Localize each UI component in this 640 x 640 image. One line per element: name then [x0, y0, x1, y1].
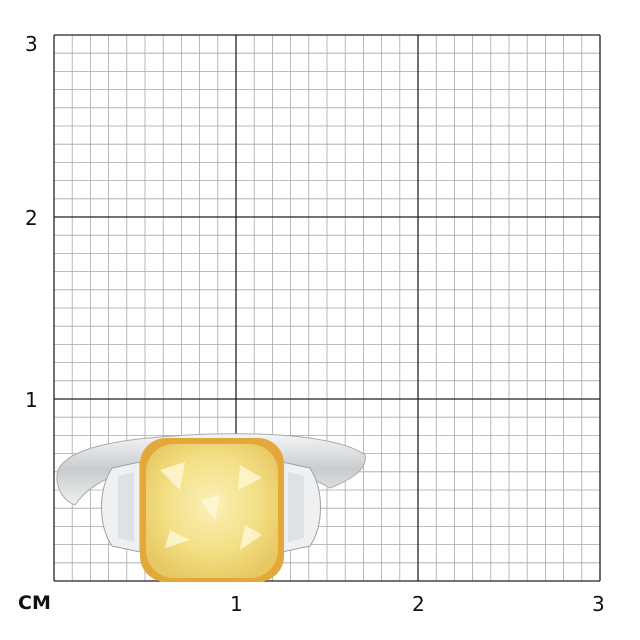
- y-tick-1: 1: [25, 388, 38, 412]
- x-tick-1: 1: [230, 592, 243, 616]
- unit-label: CM: [18, 592, 51, 614]
- side-stone-left: [101, 461, 141, 553]
- x-tick-3: 3: [592, 592, 605, 616]
- side-stone-right: [281, 461, 321, 553]
- x-tick-2: 2: [412, 592, 425, 616]
- y-tick-3: 3: [25, 32, 38, 56]
- ring-band: [56, 433, 366, 506]
- center-stone: [140, 438, 284, 582]
- y-tick-2: 2: [25, 206, 38, 230]
